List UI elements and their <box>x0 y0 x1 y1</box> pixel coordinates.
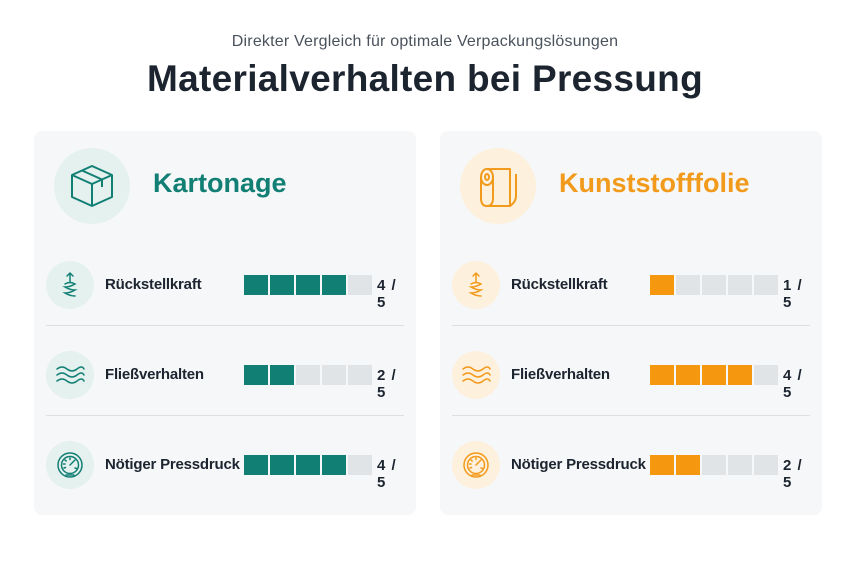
divider <box>452 415 810 416</box>
metric-row: Fließverhalten 2 / 5 <box>46 326 404 416</box>
bar-segment-empty <box>348 365 372 385</box>
divider <box>46 325 404 326</box>
bar-segment-filled <box>650 275 674 295</box>
metric-row: Fließverhalten 4 / 5 <box>452 326 810 416</box>
bar-segment-filled <box>244 275 268 295</box>
bar-segment-filled <box>270 275 294 295</box>
bar-segment-empty <box>322 365 346 385</box>
bar-segment-filled <box>296 275 320 295</box>
divider <box>46 415 404 416</box>
score-bar <box>244 455 372 475</box>
bar-segment-empty <box>296 365 320 385</box>
bar-segment-filled <box>728 365 752 385</box>
bar-segment-empty <box>702 455 726 475</box>
waves-icon <box>452 351 500 399</box>
bar-segment-empty <box>754 275 778 295</box>
bar-segment-filled <box>270 455 294 475</box>
bar-segment-empty <box>754 455 778 475</box>
waves-icon <box>46 351 94 399</box>
score-value: 4 / 5 <box>377 277 397 311</box>
bar-segment-filled <box>676 455 700 475</box>
score-bar <box>650 275 778 295</box>
page-title: Materialverhalten bei Pressung <box>147 58 703 99</box>
bar-segment-filled <box>676 365 700 385</box>
spring-icon <box>452 261 500 309</box>
score-value: 2 / 5 <box>377 367 397 401</box>
metric-label: Rückstellkraft <box>105 276 202 293</box>
score-value: 4 / 5 <box>783 367 803 401</box>
card-kartonage: Kartonage Rückstellkraft 4 / 5 Fließverh… <box>34 131 416 515</box>
metric-label: Nötiger Pressdruck <box>511 456 646 473</box>
bar-segment-filled <box>244 455 268 475</box>
card-title: Kunststofffolie <box>559 168 750 198</box>
bar-segment-filled <box>702 365 726 385</box>
film-roll-icon <box>460 148 536 224</box>
bar-segment-empty <box>348 455 372 475</box>
bar-segment-filled <box>244 365 268 385</box>
bar-segment-filled <box>296 455 320 475</box>
bar-segment-empty <box>348 275 372 295</box>
bar-segment-empty <box>754 365 778 385</box>
card-kunststofffolie: Kunststofffolie Rückstellkraft 1 / 5 Fli… <box>440 131 822 515</box>
metric-label: Fließverhalten <box>105 366 204 383</box>
score-value: 2 / 5 <box>783 457 803 491</box>
bar-segment-filled <box>322 455 346 475</box>
metric-label: Rückstellkraft <box>511 276 608 293</box>
bar-segment-filled <box>270 365 294 385</box>
card-title: Kartonage <box>153 168 287 198</box>
metric-row: Rückstellkraft 1 / 5 <box>452 236 810 326</box>
bar-segment-filled <box>650 455 674 475</box>
page-subtitle: Direkter Vergleich für optimale Verpacku… <box>231 33 619 50</box>
score-bar <box>650 455 778 475</box>
score-value: 1 / 5 <box>783 277 803 311</box>
score-bar <box>244 275 372 295</box>
metric-row: Rückstellkraft 4 / 5 <box>46 236 404 326</box>
spring-icon <box>46 261 94 309</box>
bar-segment-empty <box>676 275 700 295</box>
metric-label: Fließverhalten <box>511 366 610 383</box>
score-value: 4 / 5 <box>377 457 397 491</box>
bar-segment-empty <box>728 275 752 295</box>
bar-segment-empty <box>728 455 752 475</box>
score-bar <box>650 365 778 385</box>
box-icon <box>54 148 130 224</box>
gauge-icon <box>46 441 94 489</box>
score-bar <box>244 365 372 385</box>
divider <box>452 325 810 326</box>
bar-segment-filled <box>322 275 346 295</box>
metric-row: Nötiger Pressdruck 2 / 5 <box>452 416 810 506</box>
metric-label: Nötiger Pressdruck <box>105 456 240 473</box>
gauge-icon <box>452 441 500 489</box>
bar-segment-filled <box>650 365 674 385</box>
bar-segment-empty <box>702 275 726 295</box>
metric-row: Nötiger Pressdruck 4 / 5 <box>46 416 404 506</box>
